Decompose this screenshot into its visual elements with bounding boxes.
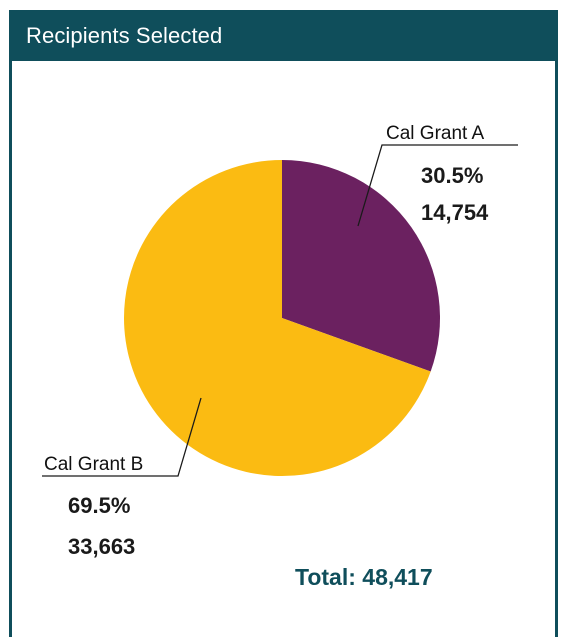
leader-line-cal-grant-a [357,144,518,227]
slice-percent-cal-grant-a: 30.5% [421,163,483,188]
slice-percent-cal-grant-b: 69.5% [68,493,130,518]
panel-header: Recipients Selected [9,10,558,61]
pie-slice-cal-grant-b [124,160,431,477]
leader-line-cal-grant-b [42,397,202,477]
pie-slice-cal-grant-a [282,160,441,372]
panel-title: Recipients Selected [26,22,223,48]
slice-name-cal-grant-a: Cal Grant A [386,123,485,144]
total-label: Total: 48,417 [295,564,433,590]
pie-slices [124,160,441,477]
slice-value-cal-grant-b: 33,663 [68,534,135,559]
slice-name-cal-grant-b: Cal Grant B [44,454,143,475]
slice-value-cal-grant-a: 14,754 [421,200,489,225]
